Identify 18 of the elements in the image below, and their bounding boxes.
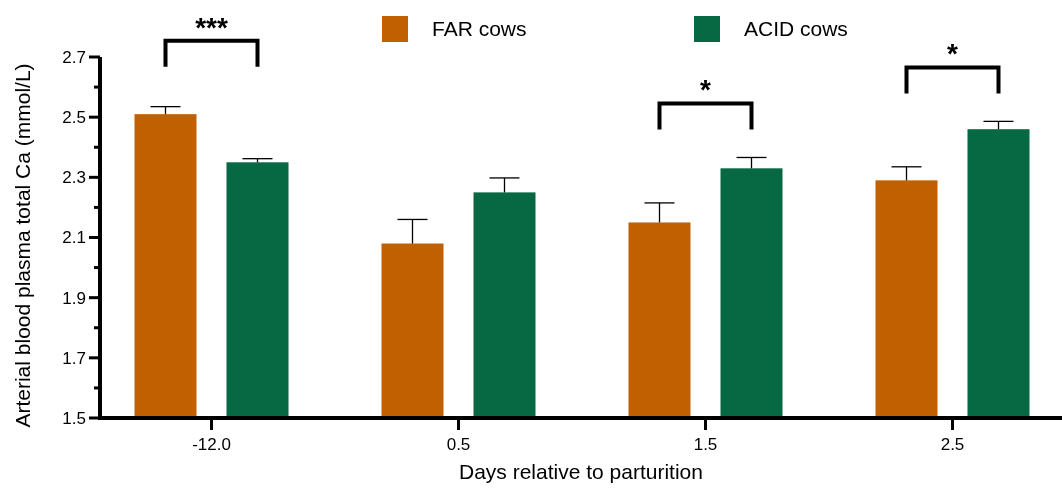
y-tick-label: 2.5 [62, 108, 86, 128]
legend-label: ACID cows [744, 17, 848, 41]
x-tick-label: 2.5 [940, 435, 965, 454]
y-tick-label: 2.1 [62, 228, 86, 248]
text: *** [195, 11, 228, 43]
x-tick-label: -12.0 [192, 435, 231, 454]
x-tick-label: 0.5 [446, 435, 471, 454]
annotation: * [947, 38, 959, 70]
y-tick-label: 1.7 [62, 348, 86, 368]
y-axis-title: Arterial blood plasma total Ca (mmol/L) [11, 63, 34, 428]
y-tick-label: 2.3 [62, 168, 86, 188]
y-tick-label: 1.5 [62, 408, 86, 428]
y-tick-label: 2.7 [62, 47, 86, 67]
annotation: * [700, 74, 712, 106]
legend-label: FAR cows [432, 17, 527, 41]
x-tick-label: 1.5 [693, 435, 718, 454]
x-axis-title: Days relative to parturition [459, 460, 703, 483]
y-tick-label: 1.9 [62, 288, 86, 308]
